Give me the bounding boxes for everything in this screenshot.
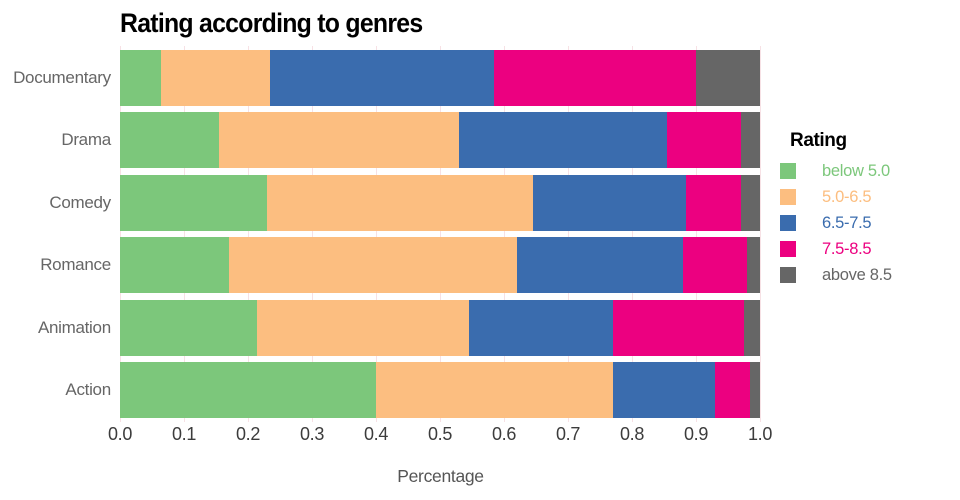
bar-track — [119, 299, 760, 356]
bar-segment — [119, 361, 376, 418]
gridline — [504, 46, 505, 422]
legend-swatch — [780, 267, 796, 283]
bar-segment — [257, 299, 469, 356]
bar-segment — [468, 299, 613, 356]
bar-segment — [375, 361, 613, 418]
x-tick-label: 0.2 — [235, 424, 261, 444]
bar-row-action: Action — [0, 361, 760, 418]
bar-rows: Documentary Drama Comedy Romance Animation Ac… — [0, 50, 760, 418]
bar-segment — [715, 361, 751, 418]
bar-segment — [161, 50, 271, 106]
legend-label: 7.5-8.5 — [822, 239, 872, 258]
bar-segment — [270, 50, 495, 106]
bar-row-animation: Animation — [0, 299, 760, 356]
bar-segment — [747, 237, 760, 294]
gridline — [312, 46, 313, 422]
x-axis-ticks: 0.0 0.1 0.2 0.3 0.4 0.5 0.6 0.7 0.8 0.9 1.0 — [0, 424, 960, 448]
legend-entry: 6.5-7.5 — [780, 210, 892, 236]
gridline — [248, 46, 249, 422]
bar-track — [119, 50, 760, 106]
bar-segment — [459, 112, 668, 169]
legend: Rating below 5.0 5.0-6.5 6.5-7.5 7.5-8.5 abo… — [780, 130, 892, 288]
bar-segment — [686, 174, 741, 231]
gridline — [568, 46, 569, 422]
gridline — [632, 46, 633, 422]
bar-segment — [667, 112, 741, 169]
x-tick-label: 0.6 — [491, 424, 517, 444]
legend-entry: 7.5-8.5 — [780, 236, 892, 262]
bar-track — [119, 237, 760, 294]
bar-row-documentary: Documentary — [0, 50, 760, 106]
bar-segment — [740, 112, 760, 169]
legend-title: Rating — [790, 130, 847, 151]
bar-segment — [119, 237, 229, 294]
gridline — [760, 46, 761, 422]
legend-swatch — [780, 163, 796, 179]
legend-swatch — [780, 189, 796, 205]
x-tick-label: 0.8 — [619, 424, 645, 444]
bar-segment — [219, 112, 460, 169]
bar-segment — [119, 112, 220, 169]
category-label: Documentary — [13, 68, 111, 87]
category-label: Comedy — [49, 192, 111, 212]
x-tick-label: 1.0 — [747, 424, 773, 444]
bar-segment — [119, 174, 268, 231]
bar-row-drama: Drama — [0, 112, 760, 169]
bar-segment — [119, 50, 162, 106]
gridline — [696, 46, 697, 422]
plot-gridlines — [120, 46, 761, 422]
bar-segment — [612, 299, 744, 356]
bar-segment — [743, 299, 760, 356]
gridline — [376, 46, 377, 422]
bar-track — [119, 112, 760, 169]
category-label: Romance — [40, 255, 111, 275]
gridline — [120, 46, 121, 422]
x-tick-label: 0.1 — [171, 424, 197, 444]
gridline — [184, 46, 185, 422]
bar-track — [119, 361, 760, 418]
bar-row-comedy: Comedy — [0, 174, 760, 231]
gridline — [440, 46, 441, 422]
x-tick-label: 0.9 — [683, 424, 709, 444]
bar-segment — [516, 237, 684, 294]
bar-track — [119, 174, 760, 231]
category-label: Animation — [37, 317, 111, 337]
legend-entry: above 8.5 — [780, 262, 892, 288]
x-tick-label: 0.7 — [555, 424, 581, 444]
bar-segment — [740, 174, 760, 231]
bar-segment — [532, 174, 687, 231]
legend-entry: 5.0-6.5 — [780, 184, 892, 210]
legend-entries: below 5.0 5.0-6.5 6.5-7.5 7.5-8.5 above 8.5 — [780, 158, 892, 288]
bar-row-romance: Romance — [0, 237, 760, 294]
x-tick-label: 0.5 — [427, 424, 453, 444]
legend-label: below 5.0 — [822, 161, 890, 180]
bar-segment — [695, 50, 760, 106]
x-tick-label: 0.0 — [107, 424, 133, 444]
x-tick-label: 0.3 — [299, 424, 325, 444]
legend-entry: below 5.0 — [780, 158, 892, 184]
bar-segment — [267, 174, 533, 231]
chart-title: Rating according to genres — [120, 8, 423, 38]
legend-swatch — [780, 215, 796, 231]
bar-segment — [119, 299, 258, 356]
legend-label: 5.0-6.5 — [822, 187, 872, 206]
bar-segment — [612, 361, 716, 418]
legend-label: 6.5-7.5 — [822, 213, 872, 232]
category-label: Drama — [61, 130, 111, 150]
legend-swatch — [780, 241, 796, 257]
x-axis-label: Percentage — [397, 466, 484, 486]
legend-label: above 8.5 — [822, 265, 892, 284]
bar-segment — [683, 237, 748, 294]
bar-segment — [750, 361, 760, 418]
bar-segment — [494, 50, 696, 106]
x-tick-label: 0.4 — [363, 424, 389, 444]
category-label: Action — [65, 379, 111, 399]
bar-segment — [228, 237, 517, 294]
